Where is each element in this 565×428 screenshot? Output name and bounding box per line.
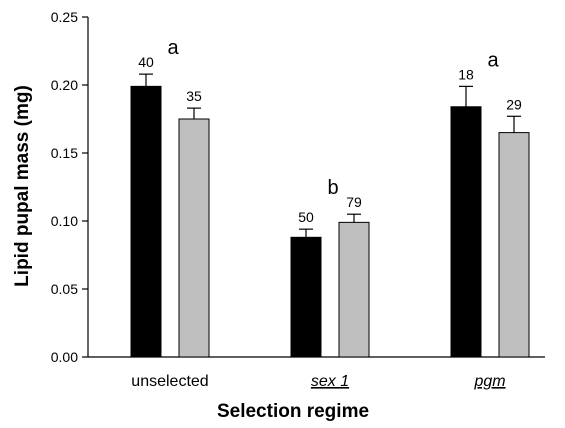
sample-size-label: 79 (346, 194, 362, 210)
y-tick-label: 0.20 (51, 77, 78, 93)
plot-area: 0.00 0.05 0.10 0.15 0.20 0.25 40 50 18 35 79 29 unse… (51, 9, 545, 390)
sample-size-label: 40 (138, 54, 154, 70)
x-tick-label: sex 1 (311, 373, 349, 390)
bar (450, 106, 482, 358)
x-axis-title: Selection regime (217, 401, 369, 422)
x-tick-label: pgm (473, 373, 505, 390)
group-letter: a (167, 37, 179, 59)
bar (498, 132, 530, 358)
y-tick-label: 0.05 (51, 281, 78, 297)
group-letter: b (327, 177, 338, 199)
sample-size-label: 18 (458, 66, 474, 82)
sample-size-label: 35 (186, 88, 202, 104)
y-tick-label: 0.10 (51, 213, 78, 229)
group-letter: a (487, 49, 499, 71)
x-tick-label: unselected (131, 373, 208, 390)
y-tick-label: 0.00 (51, 349, 78, 365)
bar (178, 118, 210, 358)
bar (290, 236, 322, 358)
y-tick-label: 0.15 (51, 145, 78, 161)
bar (338, 221, 370, 358)
sample-size-label: 29 (506, 96, 522, 112)
bar (130, 85, 162, 358)
y-axis-title: Lipid pupal mass (mg) (12, 85, 33, 287)
y-tick-label: 0.25 (51, 9, 78, 25)
sample-size-label: 50 (298, 209, 314, 225)
